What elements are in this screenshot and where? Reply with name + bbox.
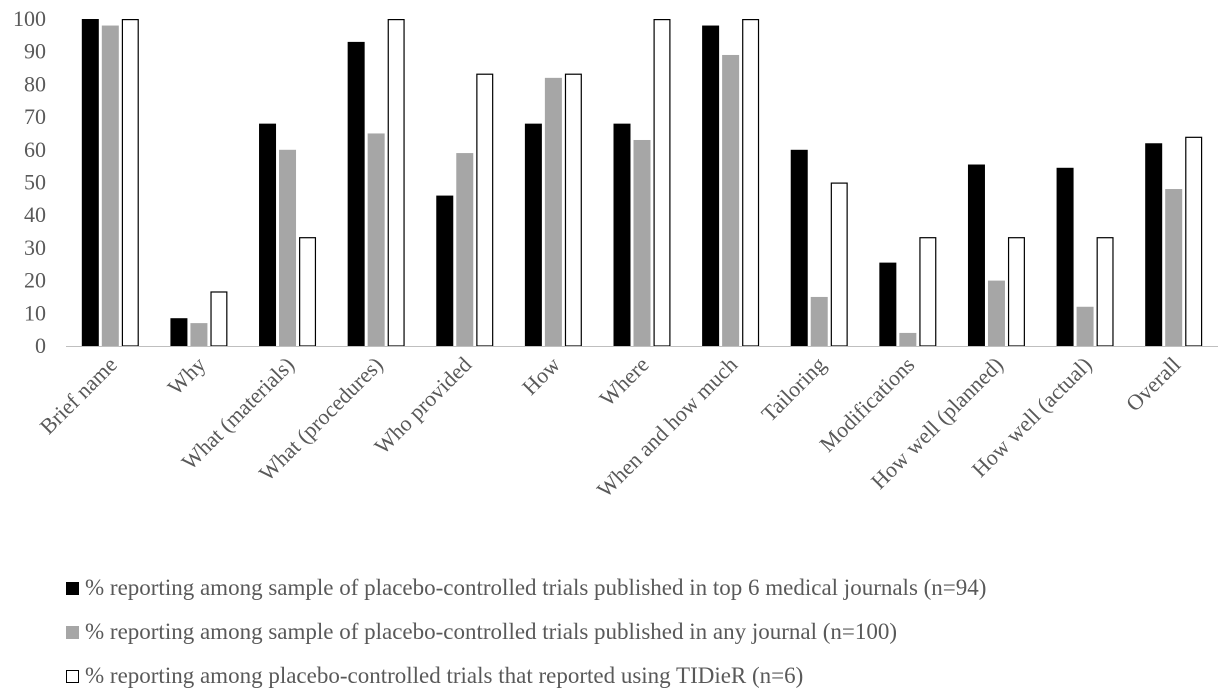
y-tick-label: 100 <box>13 6 46 31</box>
bar-series-1-who-provided <box>436 195 454 346</box>
bar-series-1-when-and-how-much <box>702 25 720 346</box>
bar-series-3-how <box>564 73 582 347</box>
legend-label: % reporting among sample of placebo-cont… <box>85 619 898 644</box>
y-tick-label: 50 <box>24 170 46 195</box>
bar-series-2-why <box>190 323 208 346</box>
y-tick-label: 30 <box>24 235 46 260</box>
y-axis: 0 10 20 30 40 50 60 70 80 90 100 <box>13 6 46 358</box>
bar-series-1-what-materials <box>259 123 277 346</box>
bar-series-1-how-well-planned <box>967 164 985 346</box>
y-tick-label: 80 <box>24 71 46 96</box>
y-tick-label: 0 <box>35 333 46 358</box>
bar-series-3-how-well-planned <box>1007 237 1025 347</box>
x-tick-label: Overall <box>1121 352 1185 416</box>
legend-item-top-journals: % reporting among sample of placebo-cont… <box>66 566 986 610</box>
legend: % reporting among sample of placebo-cont… <box>66 566 986 698</box>
bar-series-2-when-and-how-much <box>722 54 740 346</box>
bar-series-3-who-provided <box>476 73 494 347</box>
bar-series-3-overall <box>1185 136 1203 347</box>
legend-swatch-white <box>66 669 79 683</box>
bar-series-2-how-well-planned <box>987 280 1005 346</box>
x-tick-label: Where <box>594 352 653 411</box>
legend-swatch-gray <box>66 625 79 639</box>
bar-series-3-what-procedures <box>387 19 405 347</box>
bar-series-1-how <box>524 123 542 346</box>
bar-series-1-what-procedures <box>347 41 365 346</box>
bar-series-2-how <box>544 77 562 347</box>
bar-series-2-what-procedures <box>367 133 385 346</box>
bar-series-3-when-and-how-much <box>742 19 760 347</box>
bar-series-2-where <box>633 139 651 346</box>
y-tick-label: 40 <box>24 202 46 227</box>
bar-series-3-what-materials <box>299 237 317 347</box>
x-tick-label: Brief name <box>35 352 122 439</box>
bar-series-2-tailoring <box>810 296 828 346</box>
bar-series-3-how-well-actual <box>1096 237 1114 347</box>
bar-series-1-how-well-actual <box>1056 167 1074 346</box>
bar-series-2-brief-name <box>101 25 119 346</box>
bar-series-2-how-well-actual <box>1076 306 1094 346</box>
bar-series-1-modifications <box>879 262 897 346</box>
legend-label: % reporting among sample of placebo-cont… <box>85 575 987 600</box>
bar-series-1-brief-name <box>81 19 99 346</box>
bar-series-1-overall <box>1145 143 1163 346</box>
y-tick-label: 70 <box>24 104 46 129</box>
bar-series-3-why <box>210 291 228 347</box>
x-tick-label: Tailoring <box>756 352 830 426</box>
y-tick-label: 10 <box>24 300 46 325</box>
bar-series-3-tailoring <box>830 182 848 347</box>
bar-series-3-where <box>653 19 671 347</box>
legend-item-tidier: % reporting among placebo-controlled tri… <box>66 654 986 698</box>
bar-series-2-overall <box>1165 189 1183 346</box>
x-tick-label: How <box>517 352 565 400</box>
x-tick-label: Why <box>163 352 211 400</box>
bar-series-2-what-materials <box>279 149 297 346</box>
bar-series-3-modifications <box>919 237 937 347</box>
y-tick-label: 20 <box>24 268 46 293</box>
y-tick-label: 90 <box>24 39 46 64</box>
bar-series-1-why <box>170 318 188 346</box>
bar-series-1-tailoring <box>790 149 808 346</box>
legend-item-any-journal: % reporting among sample of placebo-cont… <box>66 610 986 654</box>
bar-series-2-modifications <box>899 332 917 346</box>
bars <box>81 19 1203 347</box>
legend-swatch-black <box>66 581 79 595</box>
bar-series-2-who-provided <box>456 153 474 346</box>
legend-label: % reporting among placebo-controlled tri… <box>85 663 804 688</box>
y-tick-label: 60 <box>24 137 46 162</box>
bar-series-3-brief-name <box>121 19 139 347</box>
bar-series-1-where <box>613 123 631 346</box>
